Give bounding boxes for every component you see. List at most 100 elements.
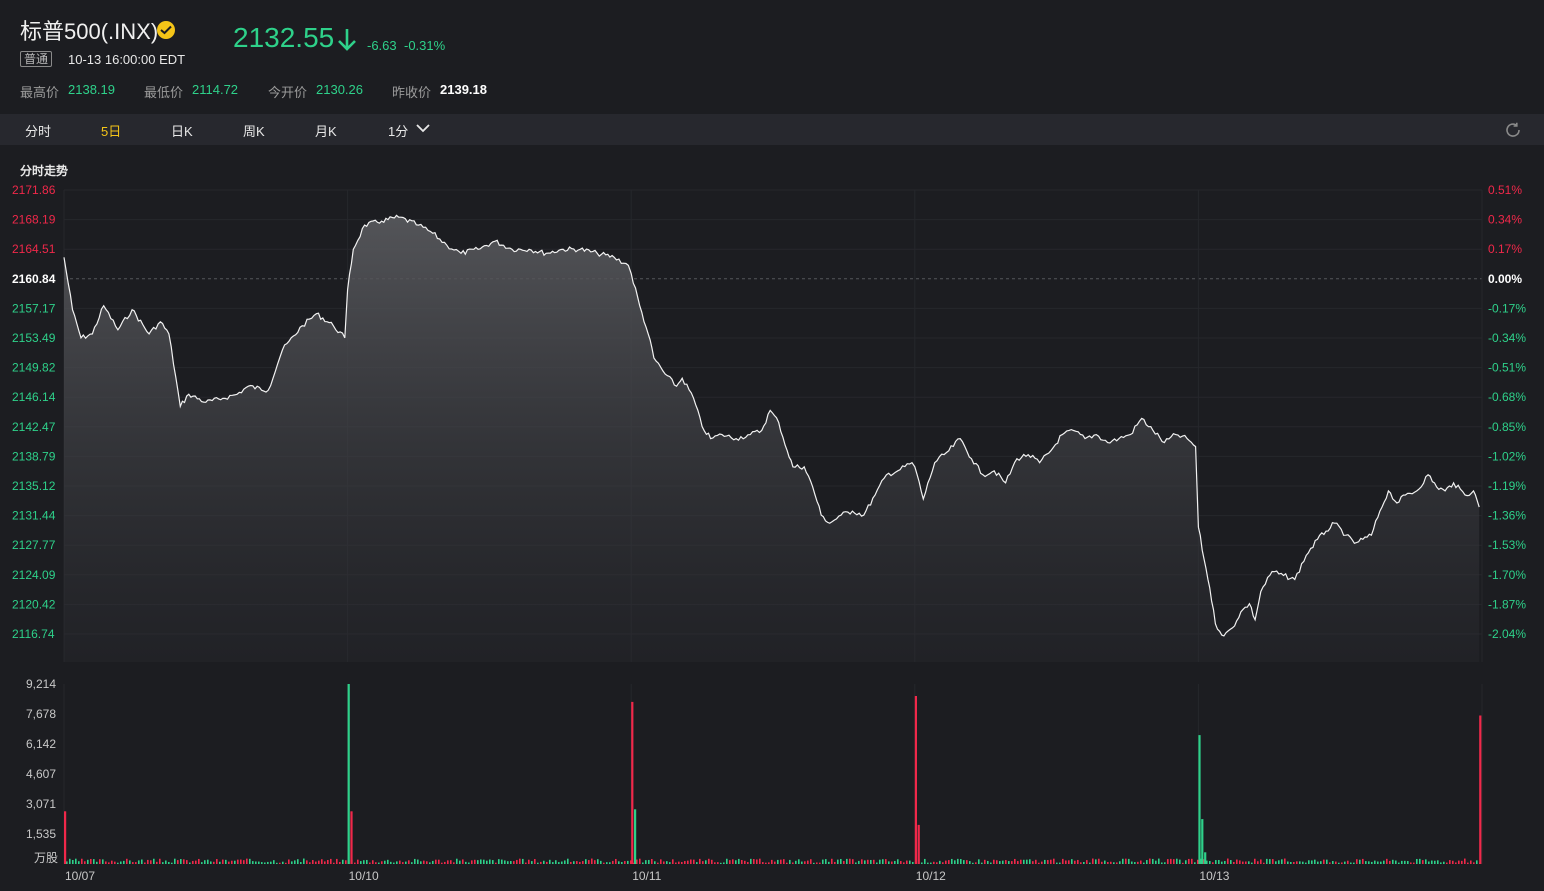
volume-bar xyxy=(297,859,299,864)
volume-bar xyxy=(1329,862,1331,864)
volume-bar xyxy=(843,861,845,864)
volume-bar xyxy=(837,859,839,864)
volume-bar xyxy=(1458,860,1460,864)
volume-bar xyxy=(81,858,83,864)
tab-1min-dropdown[interactable]: 1分 xyxy=(388,124,409,139)
volume-bar xyxy=(147,859,149,864)
volume-bar xyxy=(822,859,824,864)
volume-bar xyxy=(912,861,914,864)
volume-bar xyxy=(1332,861,1334,864)
volume-bar xyxy=(396,861,398,864)
volume-bar xyxy=(573,861,575,864)
volume-bar xyxy=(345,860,347,864)
volume-bar xyxy=(1020,859,1022,864)
volume-bar xyxy=(231,860,233,864)
volume-bar xyxy=(894,860,896,864)
volume-bar xyxy=(138,860,140,864)
volume-bar xyxy=(1359,859,1361,864)
volume-bar xyxy=(954,860,956,864)
volume-bar xyxy=(993,859,995,864)
volume-bar xyxy=(810,859,812,864)
volume-bar xyxy=(93,859,95,864)
volume-bar xyxy=(1179,859,1181,864)
volume-bar xyxy=(1128,858,1130,864)
volume-bar xyxy=(453,862,455,864)
volume-bar xyxy=(921,862,923,864)
volume-bar xyxy=(1227,858,1229,864)
y-tick-percent: -1.19% xyxy=(1488,479,1526,493)
volume-bar xyxy=(1188,858,1190,864)
volume-bar xyxy=(1371,861,1373,864)
volume-bar xyxy=(417,859,419,864)
volume-bar xyxy=(504,860,506,864)
volume-bar xyxy=(1017,861,1019,864)
volume-bar xyxy=(729,860,731,864)
volume-bar xyxy=(1344,861,1346,864)
volume-bar xyxy=(1239,860,1241,864)
volume-bar xyxy=(936,862,938,864)
volume-bar xyxy=(1404,860,1406,864)
volume-bar xyxy=(264,862,266,864)
volume-bar xyxy=(339,861,341,864)
volume-bar xyxy=(1320,861,1322,864)
volume-bar xyxy=(819,862,821,864)
volume-bar xyxy=(1089,862,1091,864)
price-area-fill xyxy=(64,215,1480,662)
volume-bar xyxy=(414,858,416,864)
stat-low-value: 2114.72 xyxy=(192,82,239,97)
volume-bar xyxy=(1428,861,1430,864)
volume-bar xyxy=(156,861,158,864)
volume-bar xyxy=(1071,859,1073,864)
volume-bar xyxy=(318,860,320,864)
volume-bar xyxy=(492,860,494,864)
tab-monthly-k[interactable]: 月K xyxy=(315,124,337,139)
volume-bar xyxy=(1194,862,1196,864)
volume-bar xyxy=(1014,858,1016,864)
volume-bar xyxy=(1134,862,1136,864)
volume-bar xyxy=(1143,862,1145,864)
volume-bar xyxy=(336,858,338,864)
tab-5day[interactable]: 5日 xyxy=(101,124,122,139)
volume-bar xyxy=(408,860,410,864)
y-tick-price: 2168.19 xyxy=(12,213,56,227)
volume-bar xyxy=(1440,862,1442,864)
volume-bar xyxy=(579,861,581,864)
volume-bar xyxy=(525,862,527,864)
volume-bar xyxy=(1218,859,1220,864)
volume-bar xyxy=(219,861,221,864)
volume-bar xyxy=(273,860,275,864)
volume-bar xyxy=(741,860,743,864)
volume-bar xyxy=(1257,861,1259,864)
volume-bar xyxy=(1203,859,1205,864)
tab-daily-k[interactable]: 日K xyxy=(171,124,193,139)
volume-bar xyxy=(636,859,638,864)
volume-bar xyxy=(801,861,803,864)
volume-bar xyxy=(519,858,521,864)
volume-tick: 7,678 xyxy=(26,707,56,721)
volume-bar xyxy=(855,862,857,864)
volume-bar xyxy=(513,861,515,864)
volume-bar xyxy=(540,861,542,864)
chevron-down-icon[interactable] xyxy=(416,122,430,134)
refresh-icon[interactable] xyxy=(1504,121,1522,139)
volume-bar xyxy=(852,859,854,864)
volume-bar xyxy=(597,859,599,864)
volume-bar xyxy=(1023,859,1025,864)
volume-bar xyxy=(390,861,392,864)
volume-bar xyxy=(180,859,182,864)
volume-bar xyxy=(1446,862,1448,864)
volume-bar xyxy=(771,859,773,864)
tab-weekly-k[interactable]: 周K xyxy=(243,124,265,139)
volume-bar xyxy=(702,861,704,864)
volume-bar xyxy=(693,859,695,864)
volume-bar xyxy=(798,859,800,864)
volume-bar xyxy=(303,858,305,864)
volume-bar xyxy=(1380,861,1382,864)
volume-bar xyxy=(561,861,563,864)
volume-bar xyxy=(186,860,188,864)
tab-intraday[interactable]: 分时 xyxy=(25,124,52,139)
volume-bar xyxy=(144,862,146,864)
volume-bar xyxy=(669,862,671,864)
volume-bar xyxy=(1155,860,1157,864)
